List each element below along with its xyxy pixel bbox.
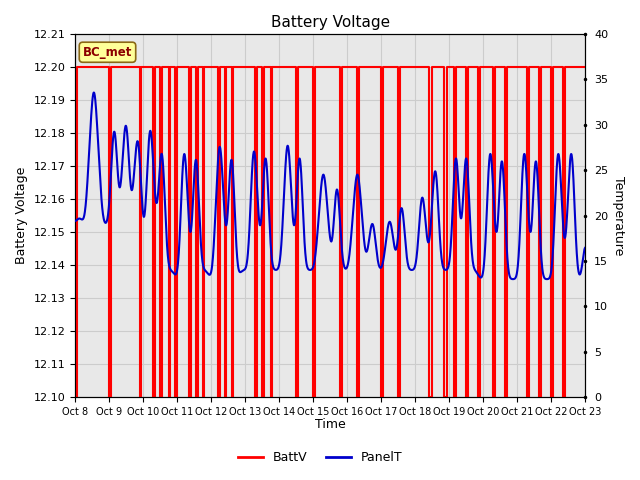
Text: BC_met: BC_met [83, 46, 132, 59]
X-axis label: Time: Time [315, 419, 346, 432]
Y-axis label: Temperature: Temperature [612, 176, 625, 255]
Title: Battery Voltage: Battery Voltage [271, 15, 390, 30]
Y-axis label: Battery Voltage: Battery Voltage [15, 167, 28, 264]
Legend: BattV, PanelT: BattV, PanelT [232, 446, 408, 469]
